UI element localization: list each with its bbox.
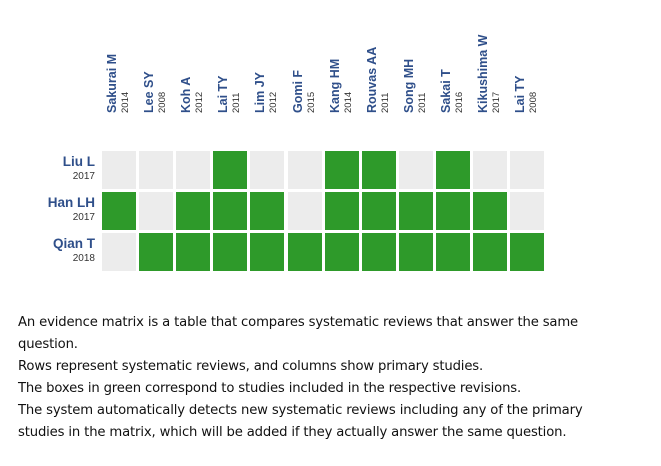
matrix-cell-included	[213, 233, 248, 271]
column-header: Rouvas AA 2011	[364, 46, 391, 113]
column-author: Song MH	[401, 58, 416, 113]
matrix-cell-empty	[139, 151, 174, 189]
matrix-cell-included	[473, 233, 508, 271]
matrix-cell-included	[102, 192, 137, 230]
column-header: Lai TY 2008	[513, 75, 539, 113]
column-year: 2008	[156, 91, 168, 113]
row-header: Qian T 2018	[0, 237, 95, 264]
row-author: Liu L	[62, 154, 95, 169]
column-header: Lim JY 2012	[253, 72, 279, 113]
caption-line: The system automatically detects new sys…	[18, 403, 583, 418]
column-author: Kang HM	[327, 58, 342, 113]
matrix-cell-included	[361, 192, 396, 230]
matrix-cell-included	[361, 233, 396, 271]
matrix-cell-empty	[287, 192, 322, 230]
column-header: Koh A 2012	[179, 76, 205, 113]
column-header: Kikushima W 2017	[476, 34, 502, 114]
matrix-cell-included	[250, 192, 285, 230]
matrix-cell-included	[324, 192, 359, 230]
evidence-matrix: Sakurai M 2014 Lee SY 2008 Koh A 2012 Lai TY 20…	[0, 34, 545, 271]
row-header: Han LH 2017	[0, 196, 95, 223]
matrix-cell-included	[398, 233, 433, 271]
caption-line: question.	[18, 337, 78, 352]
column-year: 2014	[342, 91, 354, 113]
matrix-cell-included	[324, 233, 359, 271]
matrix-cell-included	[473, 192, 508, 230]
matrix-cell-included	[435, 233, 470, 271]
column-year: 2015	[305, 91, 316, 113]
column-header: Sakai T 2016	[438, 69, 465, 113]
matrix-cell-empty	[250, 151, 285, 189]
column-year: 2016	[453, 91, 465, 113]
matrix-cell-included	[287, 233, 322, 271]
matrix-cell-included	[139, 233, 174, 271]
column-header: Gomi F 2015	[290, 69, 317, 113]
row-author: Qian T	[52, 236, 95, 251]
column-year: 2012	[267, 91, 279, 113]
matrix-cell-empty	[102, 151, 137, 189]
matrix-cell-included	[435, 192, 470, 230]
column-author: Lee SY	[142, 71, 157, 113]
matrix-cell-included	[213, 192, 248, 230]
row-author: Han LH	[47, 195, 95, 210]
matrix-cell-included	[176, 233, 211, 271]
column-header: Lee SY 2008	[142, 71, 168, 113]
caption-line: studies in the matrix, which will be add…	[18, 425, 567, 440]
column-year: 2017	[490, 91, 502, 113]
matrix-cell-empty	[287, 151, 322, 189]
column-author: Sakai T	[438, 69, 453, 113]
column-year: 2014	[119, 91, 131, 113]
matrix-cell-empty	[139, 192, 174, 230]
column-author: Gomi F	[290, 69, 305, 113]
matrix-cell-empty	[473, 151, 508, 189]
column-year: 2011	[230, 92, 242, 113]
matrix-cell-empty	[102, 233, 137, 271]
column-header: Lai TY 2011	[216, 75, 242, 113]
column-year: 2008	[527, 91, 539, 113]
caption-line: An evidence matrix is a table that compa…	[18, 315, 579, 330]
column-author: Lai TY	[513, 75, 528, 113]
row-year: 2018	[72, 252, 95, 264]
column-year: 2011	[379, 92, 391, 113]
matrix-cell-included	[361, 151, 396, 189]
column-author: Koh A	[179, 76, 194, 113]
matrix-cell-included	[176, 192, 211, 230]
column-author: Rouvas AA	[364, 46, 379, 113]
column-author: Kikushima W	[476, 34, 490, 114]
column-header: Song MH 2011	[401, 58, 428, 113]
column-header: Sakurai M 2014	[105, 53, 131, 113]
row-year: 2017	[72, 211, 95, 223]
column-author: Lai TY	[216, 75, 231, 113]
column-author: Sakurai M	[105, 53, 119, 113]
matrix-cell-included	[510, 233, 545, 271]
column-year: 2011	[416, 92, 428, 113]
caption-line: Rows represent systematic reviews, and c…	[18, 359, 484, 374]
column-header: Kang HM 2014	[327, 58, 354, 113]
matrix-cell-empty	[510, 192, 545, 230]
column-year: 2012	[193, 91, 205, 113]
matrix-cell-included	[324, 151, 359, 189]
matrix-cell-empty	[510, 151, 545, 189]
matrix-cell-included	[213, 151, 248, 189]
caption-line: The boxes in green correspond to studies…	[18, 381, 522, 396]
matrix-cell-included	[398, 192, 433, 230]
matrix-cell-empty	[398, 151, 433, 189]
row-year: 2017	[72, 170, 95, 182]
caption: An evidence matrix is a table that compa…	[18, 312, 658, 444]
matrix-cell-empty	[176, 151, 211, 189]
matrix-cell-included	[250, 233, 285, 271]
matrix-cell-included	[435, 151, 470, 189]
column-author: Lim JY	[253, 72, 268, 113]
row-header: Liu L 2017	[0, 155, 95, 182]
